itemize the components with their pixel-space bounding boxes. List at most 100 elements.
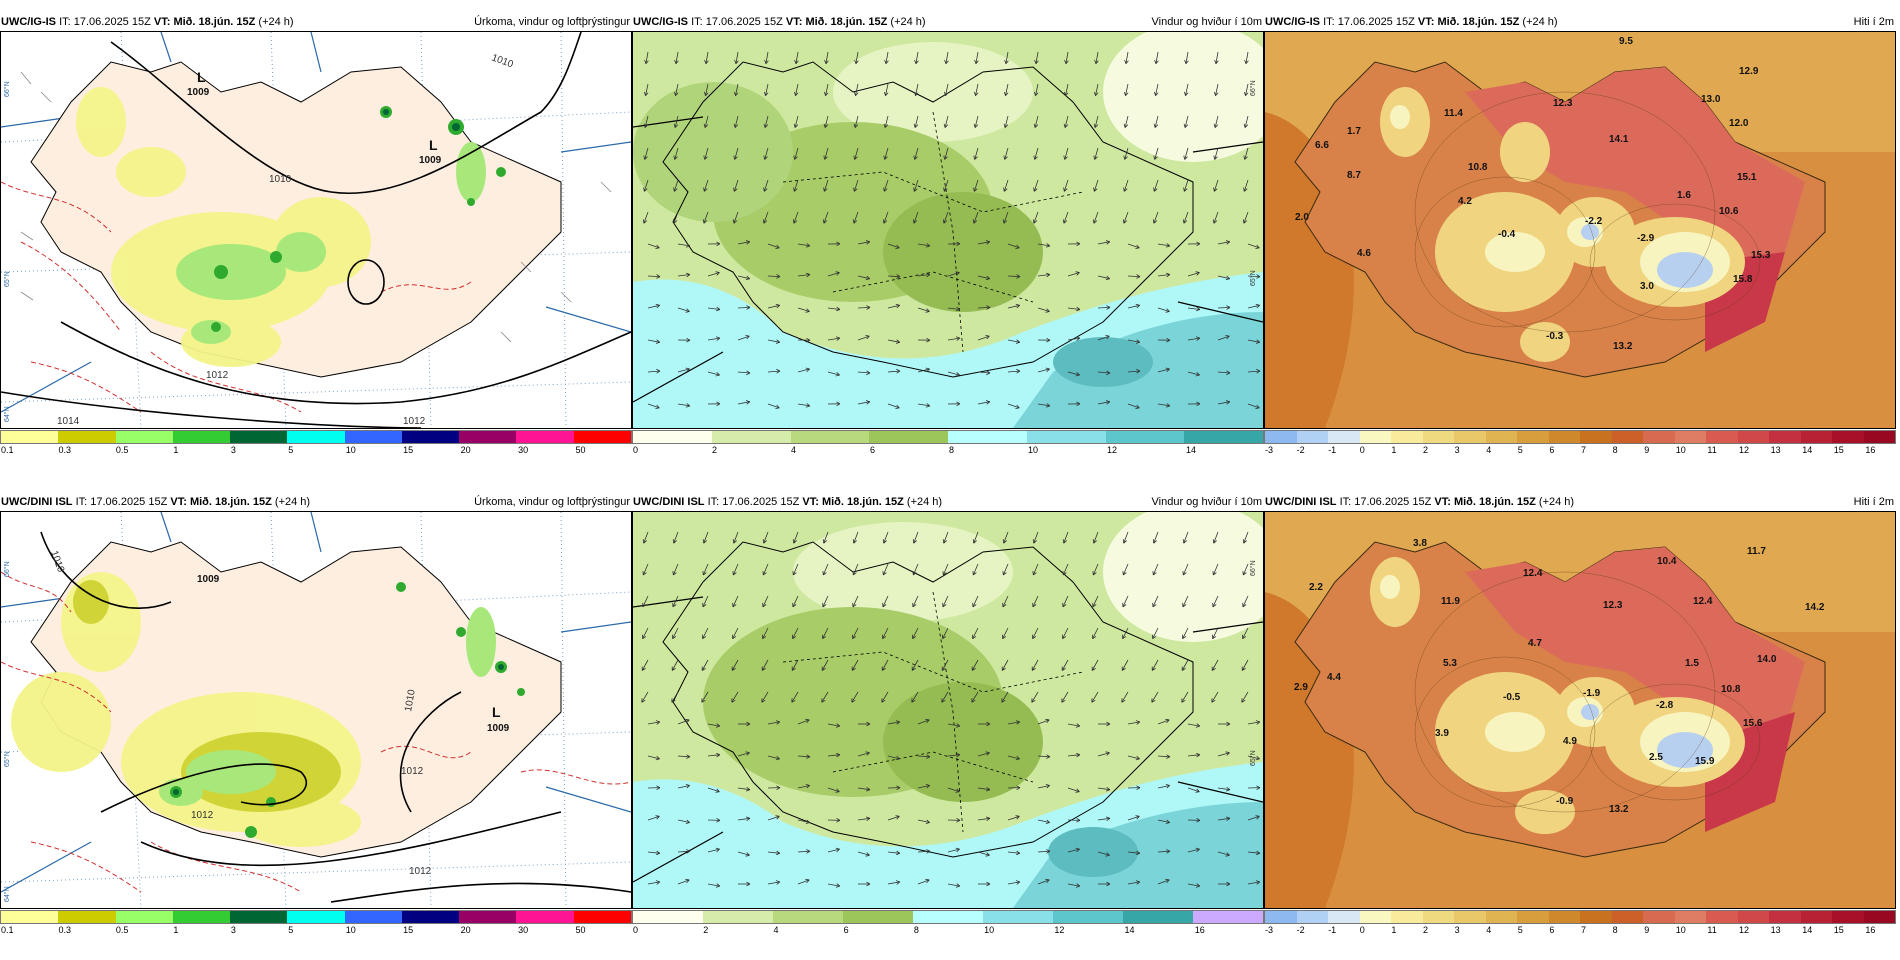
wind-map-svg: 66°N 65°N bbox=[633, 512, 1263, 908]
temp-value-label: 14.2 bbox=[1805, 602, 1825, 613]
colorbar-swatch bbox=[287, 431, 344, 443]
colorbar-swatch bbox=[1106, 431, 1185, 443]
colorbar-swatch bbox=[1832, 911, 1864, 923]
colorbar-tick-label: 8 bbox=[949, 445, 954, 455]
temp-value-label: 1.5 bbox=[1685, 658, 1699, 669]
colorbar-swatch bbox=[1864, 431, 1896, 443]
lat-label: 66°N bbox=[3, 561, 11, 577]
colorbar-tick-label: 1 bbox=[1391, 925, 1396, 935]
colorbar-tick-label: 13 bbox=[1771, 925, 1781, 935]
colorbar-swatch bbox=[1391, 431, 1423, 443]
colorbar-tick-label: 15 bbox=[403, 445, 413, 455]
colorbar-tick-label: 15 bbox=[1834, 925, 1844, 935]
colorbar-swatch bbox=[1391, 911, 1423, 923]
temp-value-label: 15.8 bbox=[1733, 274, 1753, 285]
colorbar-swatch bbox=[1517, 911, 1549, 923]
colorbar-tick-label: 20 bbox=[461, 445, 471, 455]
isobar-label: 1012 bbox=[409, 866, 432, 877]
temp-value-label: -0.3 bbox=[1546, 331, 1564, 342]
panel-header: UWC/IG-IS IT: 17.06.2025 15Z VT: Mið. 18… bbox=[0, 14, 632, 30]
colorbar-swatch bbox=[574, 431, 631, 443]
colorbar-tick-label: 8 bbox=[1613, 445, 1618, 455]
temp-value-label: 15.1 bbox=[1737, 172, 1757, 183]
temp-value-label: 1.7 bbox=[1347, 126, 1361, 137]
colorbar-swatch bbox=[633, 431, 712, 443]
colorbar-swatch bbox=[1612, 911, 1644, 923]
low-pressure-letter: L bbox=[429, 137, 438, 153]
temp-value-label: 12.4 bbox=[1693, 596, 1713, 607]
colorbar-swatch bbox=[1706, 911, 1738, 923]
lead-time: (+24 h) bbox=[907, 496, 942, 508]
lead-time: (+24 h) bbox=[890, 16, 925, 28]
isobar-label: 1012 bbox=[401, 766, 424, 777]
low-pressure-value: 1009 bbox=[487, 723, 510, 734]
colorbar-tick-label: 12 bbox=[1054, 925, 1064, 935]
temp-value-label: 4.6 bbox=[1357, 248, 1371, 259]
colorbar-tick-label: 0.5 bbox=[116, 925, 129, 935]
colorbar-swatch bbox=[1549, 911, 1581, 923]
panel-header: UWC/DINI ISL IT: 17.06.2025 15Z VT: Mið.… bbox=[632, 494, 1264, 510]
colorbar-tick-label: 6 bbox=[870, 445, 875, 455]
wind-map: 66°N 65°N bbox=[632, 511, 1264, 909]
temp-value-label: 4.9 bbox=[1563, 736, 1577, 747]
colorbar-tick-label: 16 bbox=[1865, 445, 1875, 455]
valid-time: Mið. 18.jún. 15Z bbox=[822, 496, 904, 508]
colorbar-swatch bbox=[116, 911, 173, 923]
colorbar-swatch bbox=[1580, 431, 1612, 443]
colorbar-tick-label: 8 bbox=[1613, 925, 1618, 935]
colorbar-swatch bbox=[1738, 431, 1770, 443]
lat-label: 64°N bbox=[3, 406, 11, 422]
colorbar-tick-label: 8 bbox=[914, 925, 919, 935]
colorbar-swatch bbox=[1423, 911, 1455, 923]
colorbar-tick-label: -3 bbox=[1265, 445, 1273, 455]
precip-map-svg: L 1009 L 1009 1010 1010 1012 1012 1014 6… bbox=[1, 32, 631, 428]
colorbar-swatch bbox=[1580, 911, 1612, 923]
colorbar-tick-label: 3 bbox=[231, 445, 236, 455]
lead-time: (+24 h) bbox=[1539, 496, 1574, 508]
colorbar-swatch bbox=[1265, 911, 1297, 923]
colorbar-swatch bbox=[516, 431, 573, 443]
colorbar-swatch bbox=[1297, 431, 1329, 443]
wind-map-svg: 66°N 65°N bbox=[633, 32, 1263, 428]
colorbar-tick-label: 4 bbox=[1486, 925, 1491, 935]
colorbar-tick-label: 11 bbox=[1707, 445, 1716, 455]
colorbar-swatch bbox=[402, 911, 459, 923]
colorbar-swatch bbox=[1454, 911, 1486, 923]
colorbar-swatch bbox=[1769, 911, 1801, 923]
colorbar-tick-label: 3 bbox=[231, 925, 236, 935]
temp-value-label: 11.4 bbox=[1444, 108, 1463, 119]
low-pressure-value: 1009 bbox=[197, 574, 220, 585]
temp-value-label: -2.2 bbox=[1585, 216, 1603, 227]
colorbar-tick-label: 0.3 bbox=[58, 445, 71, 455]
temp-colorbar bbox=[1264, 910, 1896, 924]
colorbar-tick-label: 2 bbox=[1423, 445, 1428, 455]
colorbar-swatch bbox=[1801, 431, 1833, 443]
precip-panel-bottom: UWC/DINI ISL IT: 17.06.2025 15Z VT: Mið.… bbox=[0, 494, 632, 960]
temp-value-label: 2.5 bbox=[1649, 752, 1663, 763]
colorbar-tick-label: 14 bbox=[1802, 445, 1812, 455]
lat-label: 66°N bbox=[3, 81, 11, 97]
isobar-label: 1012 bbox=[206, 370, 229, 381]
temp-value-label: 2.0 bbox=[1295, 212, 1309, 223]
colorbar-swatch bbox=[230, 911, 287, 923]
colorbar-tick-label: 6 bbox=[1549, 925, 1554, 935]
lat-label: 66°N bbox=[1249, 80, 1257, 96]
colorbar-tick-label: 3 bbox=[1455, 925, 1460, 935]
temp-value-label: 2.9 bbox=[1294, 682, 1308, 693]
colorbar-swatch bbox=[1738, 911, 1770, 923]
lat-label: 65°N bbox=[3, 751, 11, 767]
colorbar-tick-label: 6 bbox=[1549, 445, 1554, 455]
colorbar-tick-label: 10 bbox=[984, 925, 994, 935]
colorbar-swatch bbox=[1423, 431, 1455, 443]
colorbar-swatch bbox=[116, 431, 173, 443]
colorbar-swatch bbox=[1486, 911, 1518, 923]
colorbar-swatch bbox=[345, 431, 402, 443]
colorbar-tick-label: 5 bbox=[1518, 925, 1523, 935]
colorbar-swatch bbox=[1612, 431, 1644, 443]
panel-header: UWC/IG-IS IT: 17.06.2025 15Z VT: Mið. 18… bbox=[1264, 14, 1896, 30]
colorbar-swatch bbox=[1123, 911, 1193, 923]
